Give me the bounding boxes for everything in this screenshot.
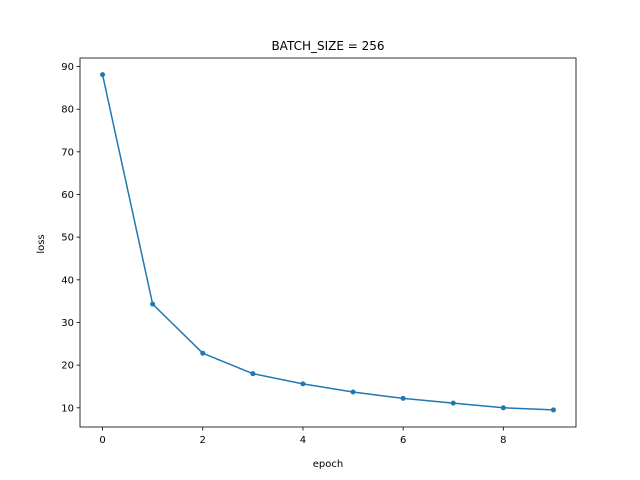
y-tick-label: 20 [61,361,74,372]
y-axis-label: loss [36,234,47,253]
y-tick-label: 90 [61,62,74,73]
data-point [550,407,556,413]
y-tick-label: 70 [61,147,74,158]
data-point [200,350,206,356]
x-tick-label: 8 [500,435,506,446]
plot-frame [79,57,577,428]
x-tick-label: 6 [400,435,406,446]
y-tick-label: 50 [61,233,74,244]
data-point [450,400,456,406]
y-tick-label: 30 [61,318,74,329]
x-axis-label: epoch [313,459,343,470]
y-tick-label: 40 [61,275,74,286]
plot-area: 0 2 4 6 8 10 20 30 40 50 60 70 80 90 [61,57,577,446]
x-tick-label: 2 [200,435,206,446]
series-line [101,74,554,411]
data-point [250,371,256,377]
data-point [100,72,106,78]
data-point [500,405,506,411]
data-point [150,301,156,307]
x-tick-label: 0 [99,435,105,446]
chart-title: BATCH_SIZE = 256 [271,39,384,53]
y-tick-label: 10 [61,403,74,414]
data-point [400,395,406,401]
y-tick-label: 60 [61,190,74,201]
data-point [350,389,356,395]
data-point [300,381,306,387]
x-tick-label: 4 [300,435,306,446]
y-tick-label: 80 [61,105,74,116]
